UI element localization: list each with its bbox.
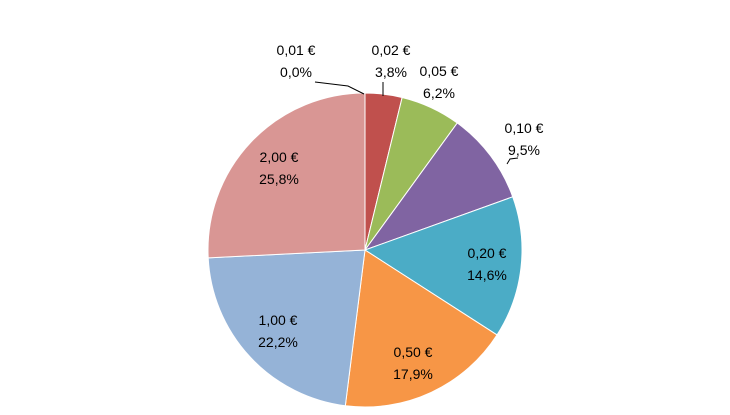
data-labels: 0,01 € 0,0% 0,02 € 3,8% 0,05 € 6,2% 0,10 € 9,5%… <box>258 42 544 382</box>
pie-slices <box>207 92 523 408</box>
slice-050-category-label: 0,50 € <box>394 344 433 360</box>
slice-020-label: 0,20 € 14,6% <box>467 245 507 283</box>
slice-001-percent-label: 0,0% <box>280 64 312 80</box>
slice-001-leader-line <box>314 81 365 95</box>
slice-200-percent-label: 25,8% <box>259 171 299 187</box>
slice-001-label: 0,01 € 0,0% <box>277 42 316 80</box>
slice-005-percent-label: 6,2% <box>423 85 455 101</box>
slice-001-category-label: 0,01 € <box>277 42 316 58</box>
slice-010-label: 0,10 € 9,5% <box>505 120 544 158</box>
slice-050-percent-label: 17,9% <box>393 366 433 382</box>
slice-010-leader-line <box>506 157 519 165</box>
leader-lines <box>314 81 519 165</box>
slice-002-category-label: 0,02 € <box>372 42 411 58</box>
slice-200-label: 2,00 € 25,8% <box>259 149 299 187</box>
slice-050-label: 0,50 € 17,9% <box>393 344 433 382</box>
slice-002-percent-label: 3,8% <box>375 64 407 80</box>
slice-020-category-label: 0,20 € <box>468 245 507 261</box>
slice-100 <box>207 249 366 407</box>
slice-200-category-label: 2,00 € <box>260 149 299 165</box>
slice-200 <box>207 92 366 259</box>
slice-010-percent-label: 9,5% <box>508 142 540 158</box>
slice-020-percent-label: 14,6% <box>467 267 507 283</box>
slice-100-percent-label: 22,2% <box>258 334 298 350</box>
slice-100-category-label: 1,00 € <box>259 312 298 328</box>
slice-005-label: 0,05 € 6,2% <box>420 63 459 101</box>
slice-100-label: 1,00 € 22,2% <box>258 312 298 350</box>
slice-010 <box>363 122 514 252</box>
slice-020 <box>363 196 523 336</box>
slice-005-category-label: 0,05 € <box>420 63 459 79</box>
slice-050 <box>344 249 498 408</box>
slice-010-category-label: 0,10 € <box>505 120 544 136</box>
slice-002-label: 0,02 € 3,8% <box>372 42 411 80</box>
